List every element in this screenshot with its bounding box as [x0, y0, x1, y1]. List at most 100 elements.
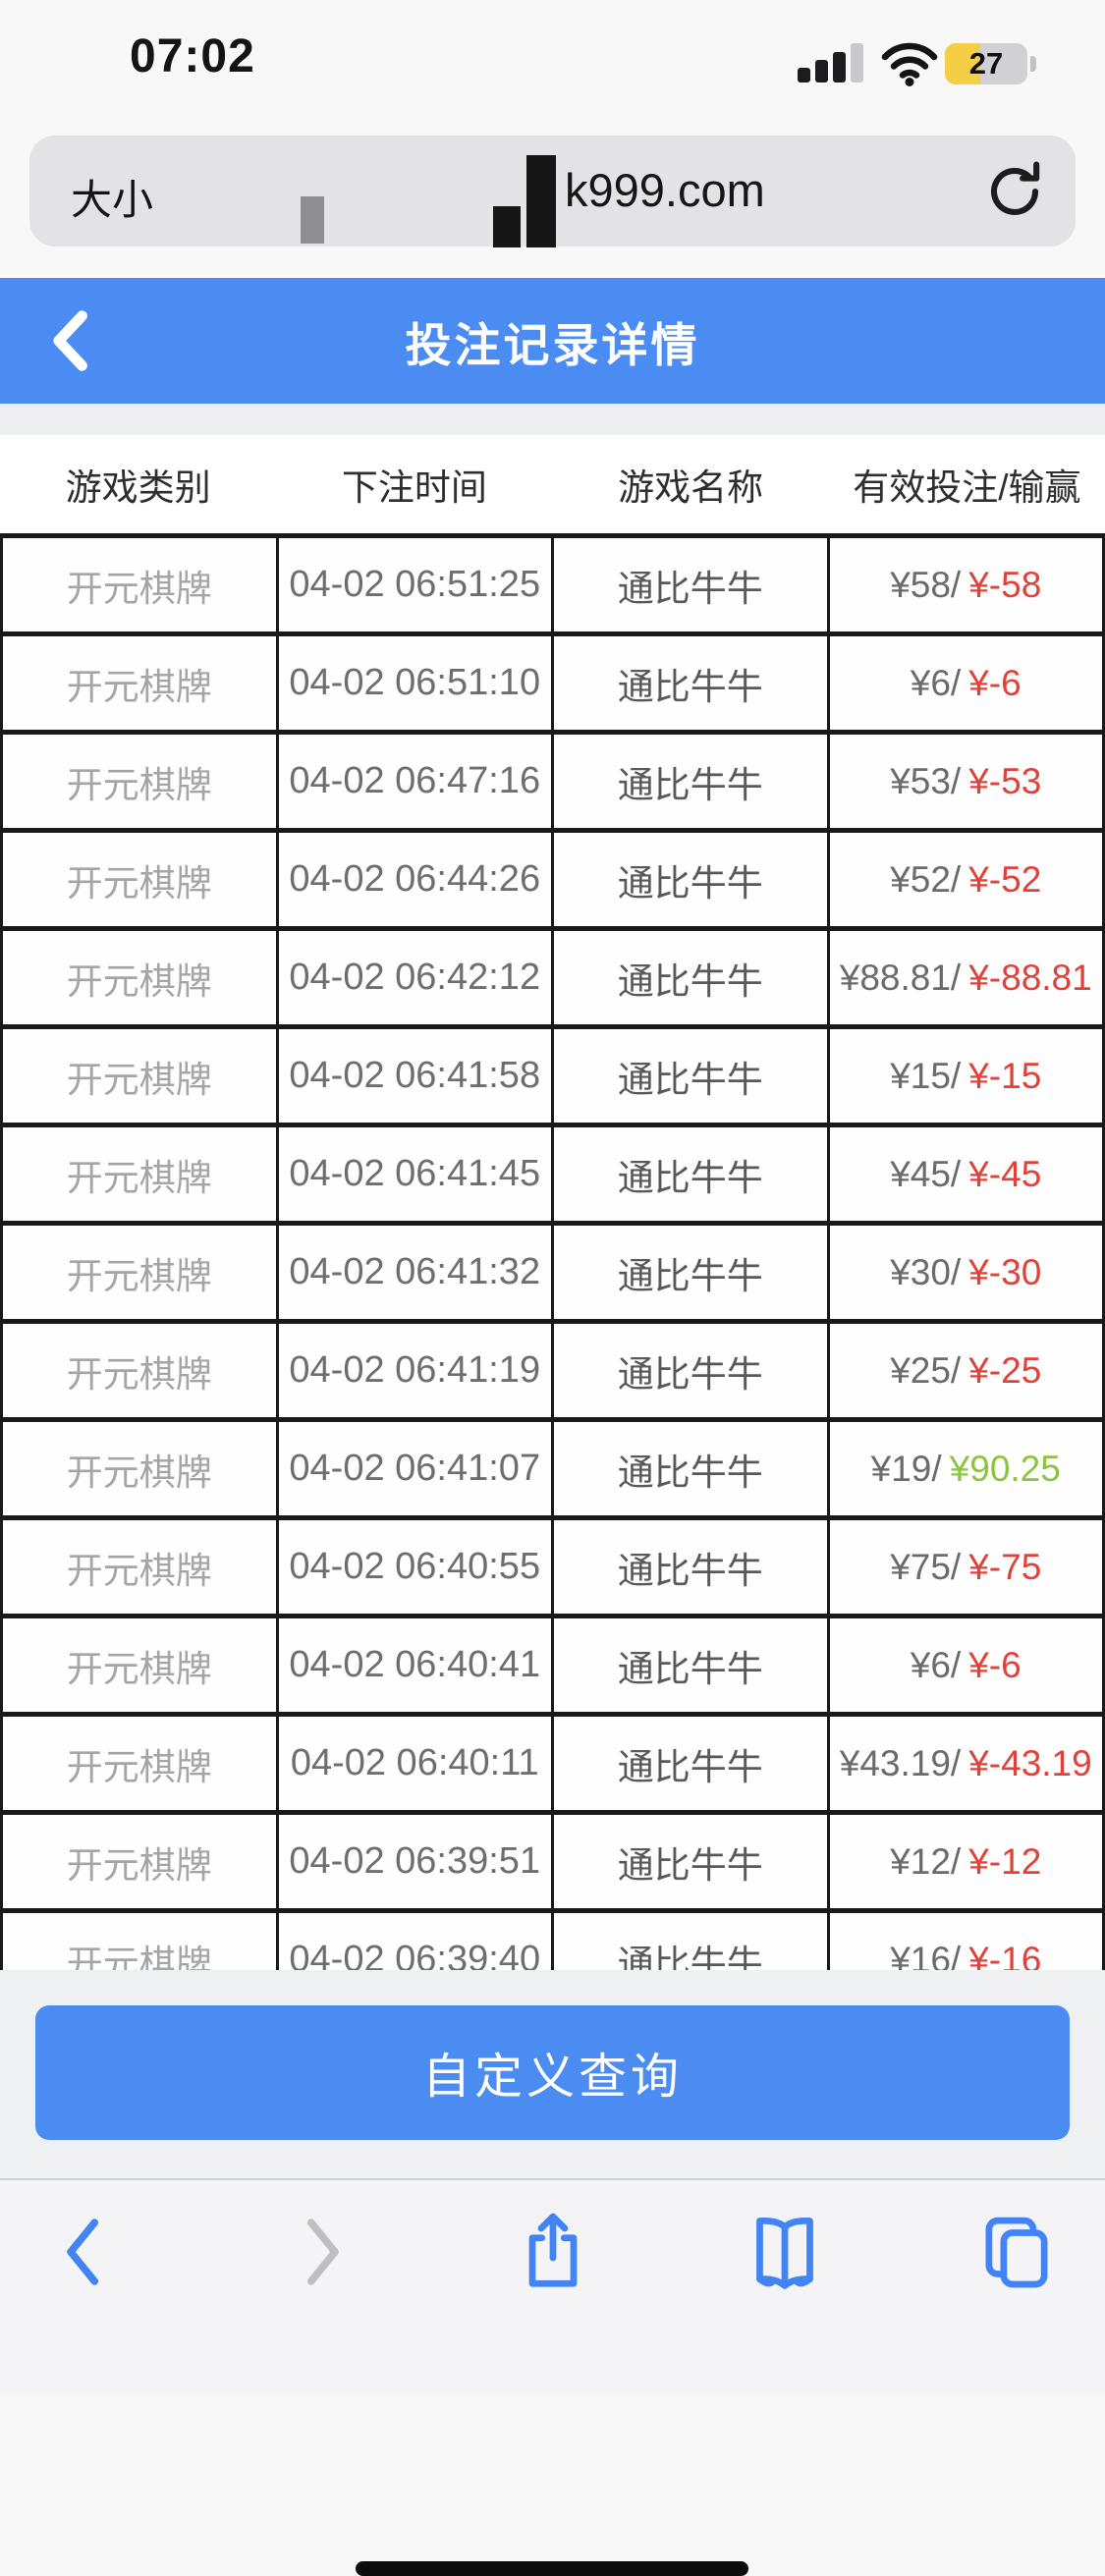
table-row: 开元棋牌 04-02 06:41:19 通比牛牛 ¥25/¥-25	[0, 1319, 1105, 1422]
win-loss-amount: ¥-25	[968, 1349, 1042, 1391]
cell-bet-result: ¥58/¥-58	[826, 533, 1105, 636]
valid-bet-amount: ¥88.81/	[839, 957, 962, 998]
valid-bet-amount: ¥12/	[890, 1840, 962, 1882]
cell-bet-result: ¥88.81/¥-88.81	[826, 926, 1105, 1029]
table-row: 开元棋牌 04-02 06:47:16 通比牛牛 ¥53/¥-53	[0, 730, 1105, 833]
cell-category: 开元棋牌	[0, 533, 279, 636]
battery-fill	[945, 43, 980, 84]
win-loss-amount: ¥-75	[968, 1546, 1042, 1587]
cell-game-name: 通比牛牛	[551, 1417, 830, 1520]
status-bar: 07:02 27	[0, 0, 1105, 128]
cell-bet-time: 04-02 06:44:26	[275, 828, 554, 931]
valid-bet-amount: ¥25/	[890, 1349, 962, 1391]
cell-bet-time: 04-02 06:42:12	[275, 926, 554, 1029]
valid-bet-amount: ¥16/	[890, 1939, 962, 1971]
cell-bet-result: ¥19/¥90.25	[826, 1417, 1105, 1520]
cell-category: 开元棋牌	[0, 1221, 279, 1324]
table-row: 开元棋牌 04-02 06:41:07 通比牛牛 ¥19/¥90.25	[0, 1417, 1105, 1520]
cell-bet-result: ¥25/¥-25	[826, 1319, 1105, 1422]
col-header-amount: 有效投注/输赢	[853, 467, 1081, 508]
refresh-icon[interactable]	[980, 157, 1049, 226]
valid-bet-amount: ¥43.19/	[839, 1742, 962, 1783]
cell-category: 开元棋牌	[0, 1810, 279, 1913]
win-loss-amount: ¥-6	[968, 1644, 1022, 1685]
url-text: k999.com	[565, 164, 765, 216]
cell-game-name: 通比牛牛	[551, 730, 830, 833]
cell-game-name: 通比牛牛	[551, 1123, 830, 1226]
valid-bet-amount: ¥53/	[890, 760, 962, 801]
cell-bet-time: 04-02 06:41:07	[275, 1417, 554, 1520]
cell-game-name: 通比牛牛	[551, 533, 830, 636]
bookmarks-icon[interactable]	[741, 2208, 829, 2296]
cell-bet-time: 04-02 06:51:10	[275, 631, 554, 735]
cell-category: 开元棋牌	[0, 1319, 279, 1422]
battery-cap	[1030, 56, 1036, 72]
win-loss-amount: ¥90.25	[949, 1448, 1061, 1489]
valid-bet-amount: ¥30/	[890, 1251, 962, 1292]
cell-bet-result: ¥16/¥-16	[826, 1908, 1105, 1971]
table-row: 开元棋牌 04-02 06:51:10 通比牛牛 ¥6/¥-6	[0, 631, 1105, 735]
bottom-panel: 自定义查询	[0, 1970, 1105, 2576]
home-indicator[interactable]	[356, 2561, 748, 2576]
records-table: 开元棋牌 04-02 06:51:25 通比牛牛 ¥58/¥-58 开元棋牌 0…	[0, 533, 1105, 1970]
table-row: 开元棋牌 04-02 06:41:32 通比牛牛 ¥30/¥-30	[0, 1221, 1105, 1324]
table-header-row: 游戏类别 下注时间 游戏名称 有效投注/输赢	[0, 435, 1105, 533]
share-icon[interactable]	[509, 2208, 597, 2296]
cell-bet-result: ¥75/¥-75	[826, 1515, 1105, 1618]
cell-category: 开元棋牌	[0, 1908, 279, 1970]
cell-bet-result: ¥30/¥-30	[826, 1221, 1105, 1324]
valid-bet-amount: ¥6/	[910, 662, 962, 703]
battery-icon: 27	[945, 43, 1027, 84]
table-row: 开元棋牌 04-02 06:41:58 通比牛牛 ¥15/¥-15	[0, 1024, 1105, 1127]
chevron-left-icon[interactable]	[35, 303, 110, 378]
cell-category: 开元棋牌	[0, 1417, 279, 1520]
valid-bet-amount: ¥19/	[870, 1448, 942, 1489]
cell-category: 开元棋牌	[0, 828, 279, 931]
win-loss-amount: ¥-53	[968, 760, 1042, 801]
cell-bet-result: ¥6/¥-6	[826, 631, 1105, 735]
address-bar[interactable]: 大小 k999.com	[29, 136, 1076, 247]
cell-game-name: 通比牛牛	[551, 1319, 830, 1422]
cell-game-name: 通比牛牛	[551, 1614, 830, 1717]
redaction-block	[493, 206, 521, 247]
safari-toolbar	[0, 2178, 1105, 2576]
cell-game-name: 通比牛牛	[551, 1712, 830, 1815]
valid-bet-amount: ¥6/	[910, 1644, 962, 1685]
cell-bet-time: 04-02 06:41:19	[275, 1319, 554, 1422]
redaction-block	[526, 155, 556, 247]
cell-category: 开元棋牌	[0, 1123, 279, 1226]
valid-bet-amount: ¥45/	[890, 1153, 962, 1194]
win-loss-amount: ¥-52	[968, 858, 1042, 900]
table-row: 开元棋牌 04-02 06:39:40 通比牛牛 ¥16/¥-16	[0, 1908, 1105, 1971]
cell-bet-result: ¥53/¥-53	[826, 730, 1105, 833]
cell-category: 开元棋牌	[0, 1515, 279, 1618]
app-header: 投注记录详情	[0, 278, 1105, 404]
cell-category: 开元棋牌	[0, 1024, 279, 1127]
cell-bet-time: 04-02 06:39:51	[275, 1810, 554, 1913]
cell-bet-time: 04-02 06:47:16	[275, 730, 554, 833]
cell-bet-time: 04-02 06:40:11	[275, 1712, 554, 1815]
table-row: 开元棋牌 04-02 06:44:26 通比牛牛 ¥52/¥-52	[0, 828, 1105, 931]
table-row: 开元棋牌 04-02 06:40:55 通比牛牛 ¥75/¥-75	[0, 1515, 1105, 1618]
custom-query-button[interactable]: 自定义查询	[35, 2005, 1070, 2140]
table-row: 开元棋牌 04-02 06:39:51 通比牛牛 ¥12/¥-12	[0, 1810, 1105, 1913]
cell-bet-result: ¥43.19/¥-43.19	[826, 1712, 1105, 1815]
win-loss-amount: ¥-43.19	[968, 1742, 1092, 1783]
cell-bet-time: 04-02 06:40:41	[275, 1614, 554, 1717]
cell-bet-result: ¥12/¥-12	[826, 1810, 1105, 1913]
win-loss-amount: ¥-15	[968, 1055, 1042, 1096]
back-icon[interactable]	[41, 2208, 130, 2296]
tabs-icon[interactable]	[972, 2208, 1061, 2296]
cell-game-name: 通比牛牛	[551, 1810, 830, 1913]
forward-icon[interactable]	[276, 2208, 364, 2296]
battery-percent: 27	[968, 46, 1004, 81]
valid-bet-amount: ¥52/	[890, 858, 962, 900]
win-loss-amount: ¥-58	[968, 564, 1042, 605]
text-size-button[interactable]: 大小	[71, 177, 154, 223]
win-loss-amount: ¥-16	[968, 1939, 1042, 1971]
cell-category: 开元棋牌	[0, 631, 279, 735]
cell-game-name: 通比牛牛	[551, 631, 830, 735]
status-time: 07:02	[130, 30, 255, 82]
cell-game-name: 通比牛牛	[551, 1515, 830, 1618]
cell-bet-time: 04-02 06:39:40	[275, 1908, 554, 1970]
